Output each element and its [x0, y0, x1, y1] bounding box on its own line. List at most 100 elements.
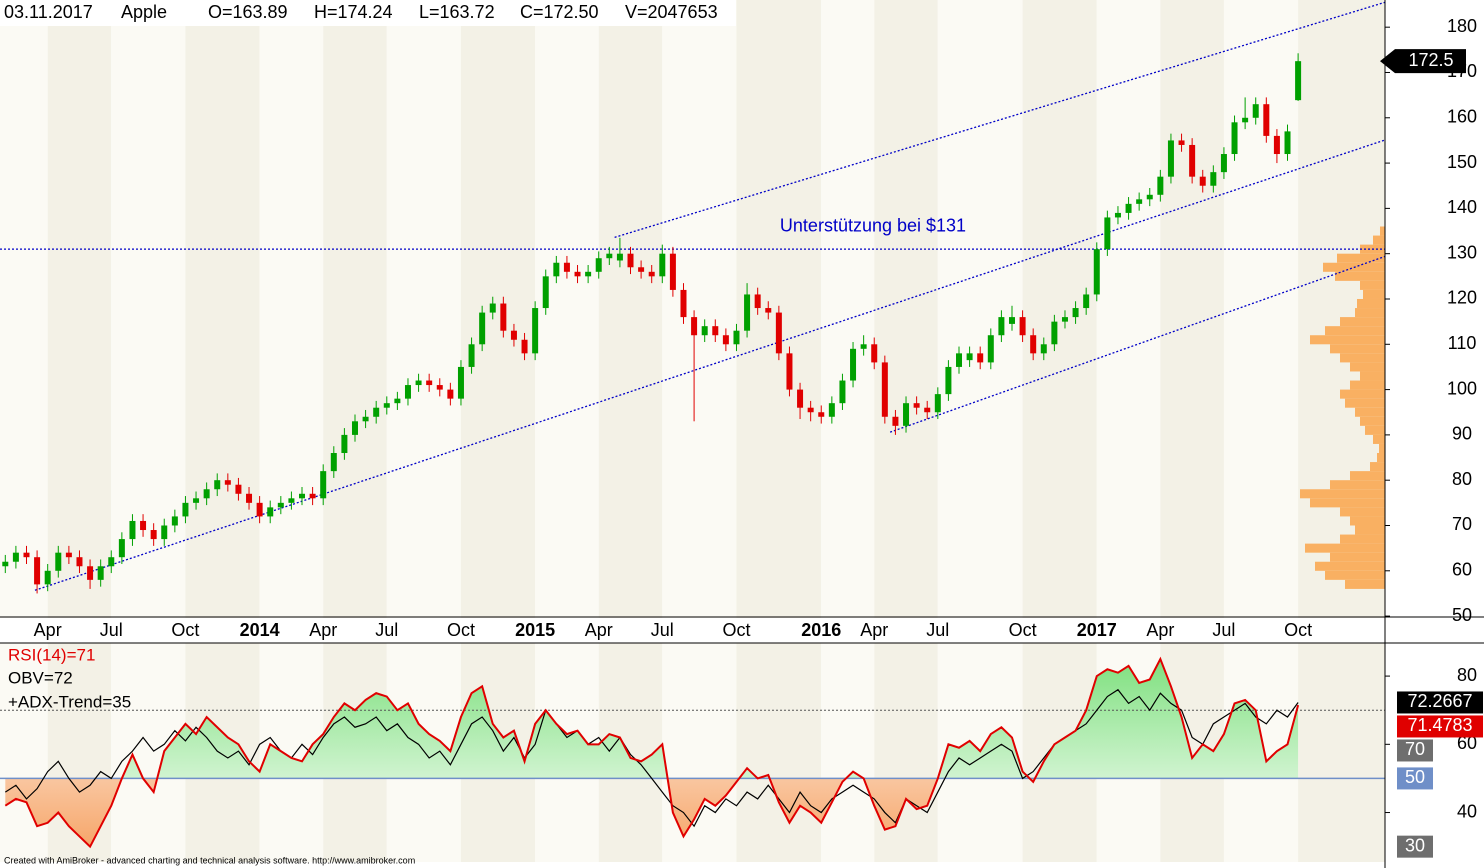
legend-entry: +ADX-Trend=35	[8, 692, 131, 711]
y-tick-label: 180	[1447, 16, 1477, 36]
candle-body	[214, 480, 221, 490]
candle-body	[1030, 335, 1037, 354]
x-tick-label: Apr	[1146, 620, 1174, 640]
y-tick-label: 60	[1457, 733, 1477, 753]
candle-body	[722, 335, 729, 345]
indicator-line	[4, 656, 1300, 849]
x-tick-label: Jul	[100, 620, 123, 640]
y-tick-label: 140	[1447, 197, 1477, 217]
candle-body	[457, 366, 464, 399]
x-tick-label: Apr	[860, 620, 888, 640]
candle-body	[606, 253, 613, 259]
candle-body	[850, 348, 857, 381]
candle-body	[669, 253, 676, 290]
candle-body	[532, 308, 539, 354]
candle-body	[1114, 212, 1121, 218]
x-tick-label: Oct	[1009, 620, 1037, 640]
candle-body	[1125, 203, 1132, 213]
candle-body	[542, 276, 549, 309]
background-bands	[0, 0, 1385, 862]
last-value-label-box	[1397, 691, 1483, 714]
level-label: 70	[1405, 739, 1425, 759]
legend-entry: OBV=72	[8, 668, 73, 687]
y-tick-label: 160	[1447, 107, 1477, 127]
candle-body	[436, 385, 443, 390]
volume-profile-bar	[1330, 344, 1385, 354]
annotation: Unterstützung bei $131	[780, 215, 966, 235]
candle-body	[691, 317, 698, 336]
candle-body	[468, 344, 475, 367]
candle-body	[55, 552, 62, 571]
volume-profile-bar	[1370, 462, 1385, 472]
candle-body	[1252, 104, 1259, 118]
volume-profile-bar	[1355, 308, 1385, 318]
volume-profile-bar	[1360, 280, 1385, 290]
level-label-box	[1397, 739, 1433, 762]
last-value-label: 72.2667	[1407, 691, 1472, 711]
volume-profile-bar	[1365, 425, 1385, 435]
candle-body	[765, 308, 772, 313]
candle-body	[860, 344, 867, 349]
x-tick-label: Apr	[585, 620, 613, 640]
x-tick-label: 2014	[240, 620, 280, 640]
candle-body	[1008, 317, 1015, 324]
candle-body	[1051, 321, 1058, 345]
header-symbol: Apple	[121, 2, 167, 22]
volume-profile-bar	[1325, 326, 1385, 336]
band	[736, 0, 822, 862]
volume-profile-bar	[1310, 335, 1385, 345]
header-high: H=174.24	[314, 2, 393, 22]
band	[821, 0, 875, 862]
candle-body	[330, 453, 337, 472]
candle-body	[934, 394, 941, 413]
y-tick-label: 110	[1448, 333, 1477, 353]
candle-body	[1040, 344, 1047, 354]
volume-profile-bar	[1373, 434, 1385, 444]
candle-body	[373, 407, 380, 417]
candle-body	[383, 403, 390, 408]
candle-body	[945, 366, 952, 395]
volume-profile-bar	[1300, 489, 1385, 499]
candle-body	[1210, 172, 1217, 186]
volume-profile-bar	[1340, 389, 1385, 399]
volume-profile-bar	[1340, 317, 1385, 327]
volume-profile-bar	[1340, 353, 1385, 363]
x-tick-label: Apr	[309, 620, 337, 640]
volume-profile-bar	[1350, 471, 1385, 481]
candle-body	[341, 434, 348, 454]
candle-body	[574, 271, 581, 277]
y-tick-label: 130	[1447, 242, 1477, 262]
volume-profile-bar	[1340, 534, 1385, 544]
band	[937, 0, 1023, 862]
level-label: 30	[1405, 835, 1425, 855]
band	[259, 0, 324, 862]
volume-profile-bar	[1377, 453, 1385, 463]
volume-profile-bar	[1363, 289, 1385, 299]
legend-entry: RSI(14)=71	[8, 645, 95, 664]
candle-body	[1072, 308, 1079, 318]
candle-body	[1061, 317, 1068, 322]
candle-body	[161, 525, 168, 540]
candle-body	[129, 520, 136, 540]
candle-body	[1273, 135, 1280, 155]
candle-body	[500, 303, 507, 331]
volume-profile-bar	[1373, 235, 1385, 245]
band	[185, 0, 260, 862]
price-panel: Unterstützung bei $131	[0, 1, 1385, 594]
indicator-line	[4, 688, 1299, 828]
candle-body	[818, 412, 825, 417]
volume-profile-bar	[1350, 516, 1385, 526]
y-tick-label: 70	[1452, 514, 1472, 534]
x-tick-label: Jul	[375, 620, 398, 640]
x-tick-label: Apr	[34, 620, 62, 640]
candle-body	[140, 520, 147, 531]
level-label-box	[1397, 767, 1433, 790]
y-tick-label: 150	[1447, 152, 1477, 172]
x-tick-label: Jul	[651, 620, 674, 640]
candle-body	[65, 552, 72, 558]
candle-body	[956, 353, 963, 367]
candle-body	[871, 344, 878, 363]
candle-body	[521, 339, 528, 354]
candle-body	[182, 502, 189, 517]
